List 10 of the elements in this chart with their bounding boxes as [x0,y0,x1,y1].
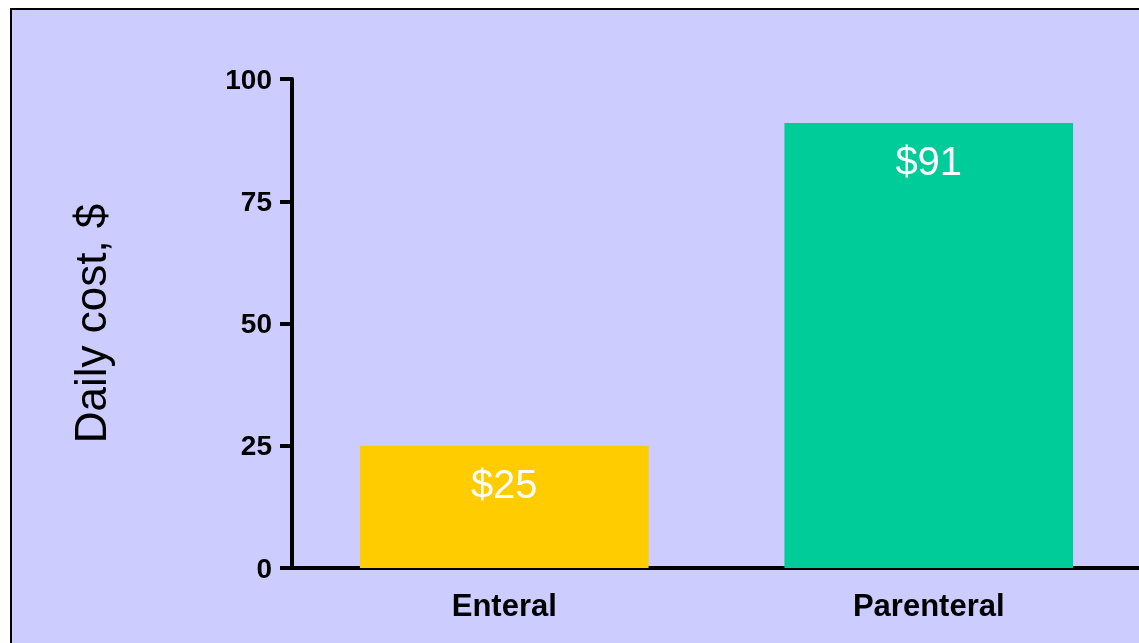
y-axis-title: Daily cost, $ [65,203,115,444]
data-label: $91 [895,139,963,184]
y-tick-label: 50 [240,308,272,339]
y-tick-label: 100 [225,63,272,95]
x-tick-label: Parenteral [852,588,1005,623]
y-tick-label: 25 [240,430,272,462]
y-tick-label: 0 [256,552,272,584]
y-tick-label: 75 [240,185,272,217]
data-label: $25 [470,461,538,506]
x-tick-label: Enteral [451,588,557,623]
